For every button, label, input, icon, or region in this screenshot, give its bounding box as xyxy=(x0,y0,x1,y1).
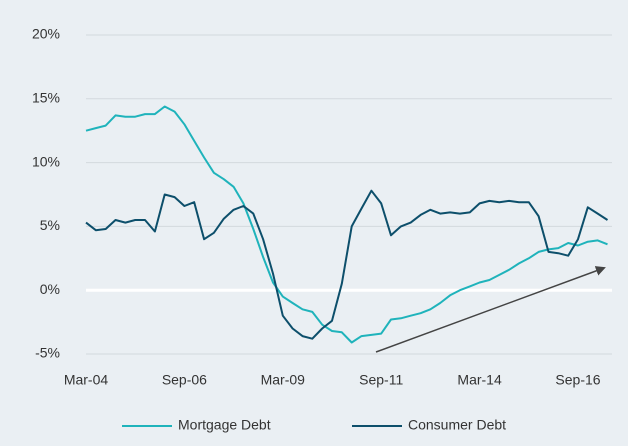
y-tick-label: 5% xyxy=(40,217,60,233)
x-tick-label: Mar-09 xyxy=(261,372,306,388)
x-tick-label: Sep-11 xyxy=(359,372,403,388)
x-tick-label: Mar-14 xyxy=(457,372,502,388)
x-tick-label: Sep-16 xyxy=(555,372,600,388)
y-tick-label: 0% xyxy=(40,281,60,297)
trend-arrow xyxy=(375,266,606,353)
x-tick-label: Sep-06 xyxy=(162,372,207,388)
y-tick-label: 20% xyxy=(32,26,60,42)
plot: -5% 0% 5% 10% 15% 20% Mar-04 Sep-06 Mar-09 Sep-11… xyxy=(32,26,612,433)
series-line xyxy=(85,105,608,344)
legend-label: Mortgage Debt xyxy=(178,417,271,433)
x-tick-label: Mar-04 xyxy=(64,372,109,388)
series-line xyxy=(85,189,609,340)
legend-label: Consumer Debt xyxy=(408,417,506,433)
y-tick-label: -5% xyxy=(35,345,60,361)
y-tick-label: 10% xyxy=(32,153,60,169)
y-tick-label: 15% xyxy=(32,90,60,106)
